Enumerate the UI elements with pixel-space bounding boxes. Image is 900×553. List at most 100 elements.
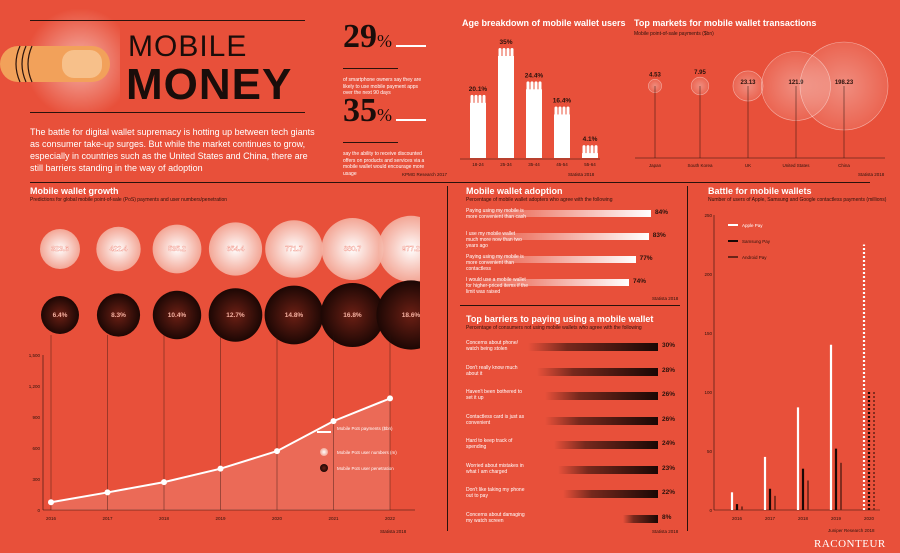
age-bar-finger	[474, 94, 478, 105]
adoption-value: 74%	[632, 278, 646, 285]
stat-2: 35% say the ability to receive discounte…	[343, 92, 428, 177]
users-ball	[321, 218, 384, 280]
growth-y-tick: 1,500	[29, 353, 41, 358]
adoption-row: Paying using my mobile is more convenien…	[466, 208, 681, 228]
growth-subtitle: Predictions for global mobile point-of-s…	[30, 197, 228, 203]
users-value: 880.7	[344, 246, 362, 253]
top-markets-subtitle: Mobile point-of-sale payments ($bn)	[634, 31, 714, 37]
age-bar-finger	[506, 48, 510, 58]
market-value: 4.53	[649, 72, 661, 78]
adoption-label: I use my mobile wallet much more now tha…	[466, 231, 522, 249]
barrier-bar	[536, 367, 658, 376]
stat-2-text: say the ability to receive discounted of…	[343, 151, 425, 177]
battle-y-tick: 150	[704, 331, 712, 336]
title-line1: MOBILE	[128, 30, 248, 63]
battle-source: Juniper Research 2018	[828, 528, 875, 533]
age-bar-arm	[554, 114, 570, 158]
age-bar-finger	[478, 94, 482, 105]
barrier-row: Haven't been bothered to set it up 26%	[466, 389, 681, 411]
barrier-bar	[623, 514, 658, 523]
stat-1-unit: %	[377, 31, 392, 51]
age-bar-finger	[566, 106, 570, 117]
adoption-bar	[466, 256, 636, 263]
penetration-value: 18.6%	[402, 312, 420, 319]
age-bar	[582, 145, 598, 158]
intro-text: The battle for digital wallet supremacy …	[30, 127, 315, 173]
age-bar-finger	[554, 106, 558, 117]
growth-point	[217, 465, 224, 472]
market-value: 198.23	[835, 80, 854, 86]
legend-users-icon	[320, 448, 328, 456]
age-chart: 20.1% 18-24 35% 25-34 24.4% 35-44 16.4% 45-54 4.…	[460, 39, 600, 167]
stat-1-value: 29	[343, 18, 377, 55]
growth-area	[51, 398, 390, 510]
stat-2-unit: %	[377, 105, 392, 125]
adoption-source: Statista 2018	[652, 296, 679, 301]
age-bar-finger	[586, 145, 590, 156]
battle-x-label: 2018	[798, 516, 809, 521]
age-bar-arm	[582, 153, 598, 158]
age-bar-finger	[510, 48, 514, 58]
battle-chart: 250 200 150 100 50 0 2016 2017 2018 2019 2020 Apple…	[704, 213, 880, 521]
growth-point	[161, 479, 167, 486]
barrier-value: 28%	[662, 366, 676, 374]
battle-x-label: 2019	[831, 516, 842, 521]
barrier-row: Concerns about damaging my watch screen 8…	[466, 512, 681, 534]
barrier-bar	[528, 343, 658, 351]
age-bar-category: 55-64	[584, 162, 596, 167]
barrier-value: 22%	[662, 489, 676, 496]
penetration-value: 12.7%	[226, 312, 245, 319]
finger-illustration	[0, 8, 135, 118]
users-value: 654.4	[227, 246, 245, 253]
age-bar-finger	[534, 81, 538, 92]
barrier-value: 30%	[662, 342, 676, 349]
users-ball	[265, 220, 323, 278]
users-ball	[208, 222, 263, 276]
battle-x-label: 2020	[864, 516, 875, 521]
barrier-label: Haven't been bothered to set it up	[466, 389, 522, 401]
battle-y-tick: 200	[704, 272, 712, 277]
barrier-label: Hard to keep track of spending	[466, 438, 513, 450]
barrier-row: Contactless card is just as convenient 26…	[466, 414, 681, 436]
penetration-ball	[376, 280, 420, 350]
market-category: Japan	[649, 163, 662, 168]
barrier-value: 26%	[662, 391, 676, 398]
adoption-row: I use my mobile wallet much more now tha…	[466, 231, 681, 251]
age-bar-finger	[498, 48, 502, 58]
adoption-title: Mobile wallet adoption	[466, 186, 563, 196]
stats-source: KPMG Research 2017	[402, 172, 448, 177]
battle-x-label: 2016	[732, 516, 743, 521]
battle-y-tick: 0	[709, 508, 712, 513]
barrier-row: Don't really know much about it 28%	[466, 365, 681, 387]
age-bar-value: 24.4%	[525, 72, 544, 79]
barrier-label: Don't like taking my phone out to pay	[466, 487, 525, 499]
users-ball	[152, 224, 202, 274]
stat-2-value: 35	[343, 92, 377, 129]
growth-point	[274, 448, 280, 455]
barrier-value: 23%	[662, 464, 676, 472]
adoption-value: 77%	[639, 255, 653, 262]
growth-title: Mobile wallet growth	[30, 186, 119, 196]
growth-point	[104, 489, 111, 496]
growth-point	[387, 395, 393, 402]
age-bar-value: 20.1%	[469, 86, 488, 93]
age-chart-source: Statista 2018	[568, 172, 595, 177]
penetration-value: 6.4%	[53, 312, 68, 319]
barrier-row: Don't like taking my phone out to pay 22%	[466, 487, 681, 509]
adoption-value: 84%	[655, 209, 669, 216]
growth-x-label: 2016	[46, 516, 57, 521]
age-bar-finger	[470, 94, 474, 105]
age-chart-title: Age breakdown of mobile wallet users	[462, 18, 626, 28]
adoption-subtitle: Percentage of mobile wallet adopters who…	[466, 197, 613, 203]
growth-x-label: 2022	[385, 516, 396, 521]
age-bar	[554, 106, 570, 158]
growth-point	[330, 418, 337, 425]
age-bar-value: 35%	[499, 39, 512, 46]
legend-penetration: Mobile PoS user penetration	[337, 466, 394, 471]
age-bar-finger	[562, 106, 566, 117]
penetration-ball	[320, 283, 385, 347]
adoption-label: Paying using my mobile is more convenien…	[466, 254, 524, 272]
adoption-bar	[466, 210, 651, 217]
users-ball	[96, 226, 141, 272]
barriers-subtitle: Percentage of consumers not using mobile…	[466, 325, 642, 331]
